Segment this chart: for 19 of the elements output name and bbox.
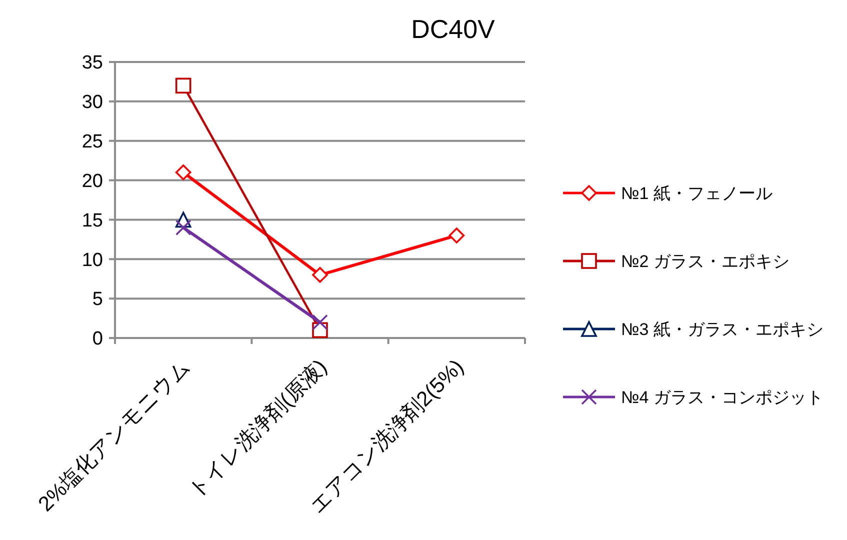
y-tick-label: 25 (82, 132, 103, 153)
y-tick-label: 15 (82, 210, 103, 232)
chart-title: DC40V (411, 14, 496, 44)
legend-label: №2 ガラス・エポキシ (621, 252, 790, 271)
y-tick-label: 5 (92, 289, 103, 310)
point (175, 78, 192, 94)
y-tick-label: 0 (92, 328, 103, 350)
y-tick-label: 30 (82, 92, 103, 114)
point (312, 314, 328, 330)
legend-label: №1 紙・フェノール (621, 184, 772, 203)
point (312, 267, 328, 283)
legend-label: №4 ガラス・コンポジット (621, 388, 824, 407)
point (175, 164, 192, 180)
y-tick-label: 35 (82, 52, 103, 74)
point (448, 228, 465, 244)
y-tick-label: 10 (82, 250, 103, 271)
legend-label: №3 紙・ガラス・エポキシ (621, 320, 824, 339)
point (175, 220, 192, 236)
y-tick-label: 20 (82, 170, 103, 192)
